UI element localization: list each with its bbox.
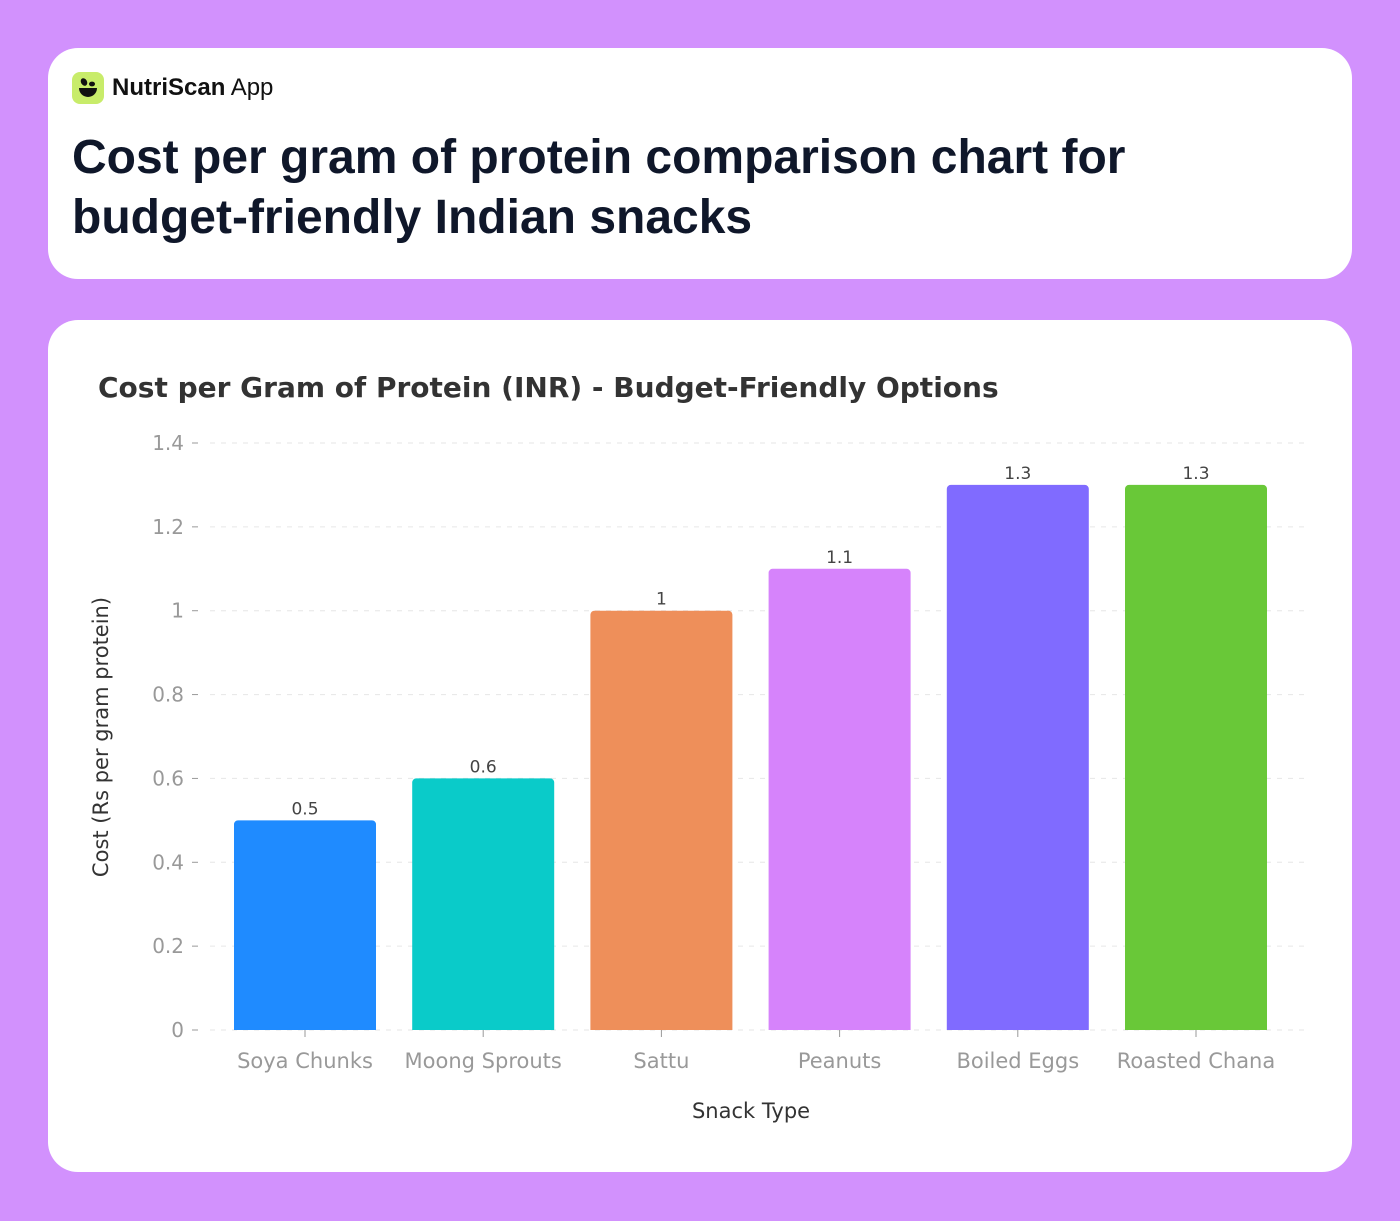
y-tick-label: 1 — [171, 599, 184, 623]
y-tick-label: 1.4 — [152, 431, 184, 455]
y-tick-label: 1.2 — [152, 515, 184, 539]
y-tick-label: 0.4 — [152, 850, 184, 874]
x-tick-label: Roasted Chana — [1117, 1049, 1275, 1073]
bar-soya-chunks — [234, 820, 376, 1030]
y-tick-label: 0.6 — [152, 766, 184, 790]
header-card: NutriScan App Cost per gram of protein c… — [48, 48, 1352, 279]
bar-roasted-chana — [1125, 484, 1267, 1030]
x-tick-label: Soya Chunks — [237, 1049, 373, 1073]
brand-name: NutriScan — [112, 74, 226, 101]
y-tick-label: 0.2 — [152, 934, 184, 958]
bar-moong-sprouts — [412, 778, 555, 1030]
data-label: 0.6 — [470, 757, 497, 777]
chart-card: Cost per Gram of Protein (INR) - Budget-… — [48, 320, 1352, 1172]
bar-chart: Cost per Gram of Protein (INR) - Budget-… — [89, 371, 1305, 1123]
y-axis-label: Cost (Rs per gram protein) — [89, 597, 113, 877]
page-title: Cost per gram of protein comparison char… — [72, 131, 1126, 244]
data-label: 0.5 — [291, 799, 318, 819]
x-axis-label: Snack Type — [692, 1099, 810, 1123]
x-tick-label: Peanuts — [798, 1049, 882, 1073]
data-label: 1.3 — [1004, 464, 1031, 484]
data-label: 1.3 — [1182, 464, 1209, 484]
data-label: 1 — [656, 590, 667, 610]
data-label: 1.1 — [826, 548, 853, 568]
x-tick-label: Sattu — [633, 1049, 689, 1073]
y-tick-label: 0 — [171, 1018, 184, 1042]
x-tick-label: Moong Sprouts — [405, 1049, 562, 1073]
bar-peanuts — [768, 568, 911, 1030]
chart-title: Cost per Gram of Protein (INR) - Budget-… — [98, 371, 999, 404]
brand: NutriScan App — [72, 72, 273, 104]
brand-suffix: App — [230, 74, 274, 101]
y-tick-label: 0.8 — [152, 683, 184, 707]
bar-sattu — [590, 610, 733, 1030]
x-tick-label: Boiled Eggs — [956, 1049, 1079, 1073]
bar-boiled-eggs — [946, 484, 1089, 1030]
leaf-bowl-icon — [72, 72, 104, 104]
